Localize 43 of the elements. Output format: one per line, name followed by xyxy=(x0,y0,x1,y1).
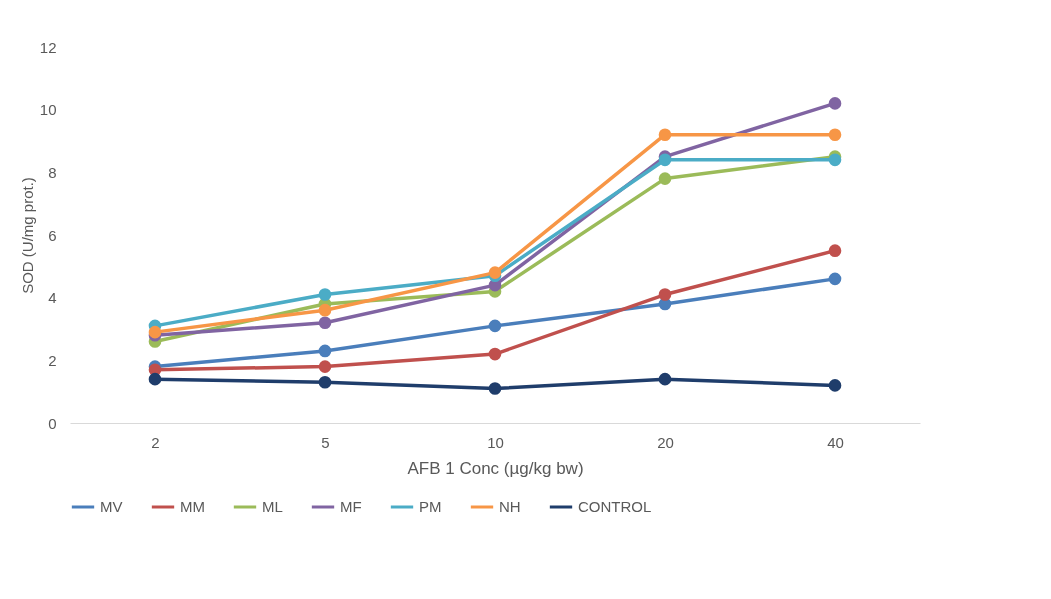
point xyxy=(318,316,332,330)
legend-label: PM xyxy=(419,498,442,515)
point xyxy=(658,288,672,301)
x-tick-label: 40 xyxy=(827,433,844,451)
legend-label: CONTROL xyxy=(578,498,652,515)
point xyxy=(658,372,672,386)
point xyxy=(488,266,502,279)
y-axis-title: SOD (U/mg prot.) xyxy=(18,177,36,294)
y-tick-label: 2 xyxy=(48,351,57,369)
point xyxy=(658,172,672,185)
point xyxy=(828,128,842,142)
point xyxy=(828,97,842,110)
point xyxy=(488,347,502,361)
point xyxy=(488,382,502,395)
y-tick-label: 10 xyxy=(39,101,57,119)
point xyxy=(828,379,842,392)
legend-label: MF xyxy=(340,498,362,515)
point xyxy=(828,272,842,286)
x-tick-label: 5 xyxy=(321,433,330,451)
legend-label: MV xyxy=(100,498,123,515)
x-axis-title: AFB 1 Conc (µg/kg bw) xyxy=(407,458,584,478)
legend-label: NH xyxy=(499,498,521,515)
point xyxy=(318,344,332,358)
point xyxy=(658,128,672,142)
point xyxy=(828,153,842,167)
x-tick-label: 10 xyxy=(487,433,504,451)
point xyxy=(318,288,332,301)
point xyxy=(318,303,332,317)
y-tick-label: 8 xyxy=(48,163,57,181)
y-tick-label: 6 xyxy=(48,226,57,244)
x-tick-label: 2 xyxy=(151,433,160,451)
point xyxy=(488,319,502,333)
point xyxy=(828,244,842,257)
point xyxy=(148,372,162,386)
point xyxy=(318,375,332,389)
point xyxy=(318,360,332,373)
x-tick-label: 20 xyxy=(657,433,674,451)
y-tick-label: 4 xyxy=(48,289,57,307)
legend-label: MM xyxy=(180,498,205,515)
point xyxy=(658,153,672,167)
y-tick-label: 12 xyxy=(39,38,57,56)
legend-label: ML xyxy=(262,498,283,515)
y-tick-label: 0 xyxy=(48,414,57,432)
